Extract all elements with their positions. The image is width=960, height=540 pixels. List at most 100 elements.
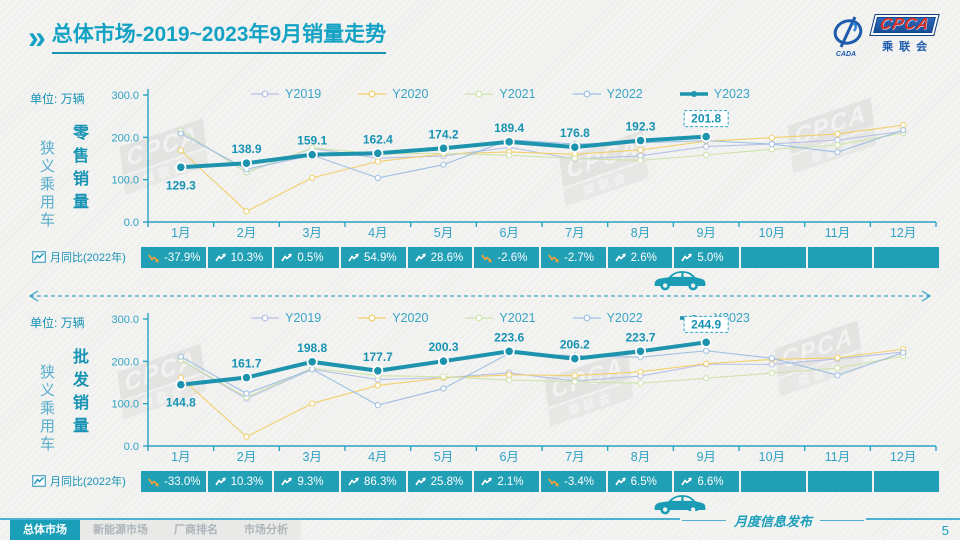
trend-up-icon — [681, 477, 693, 485]
svg-text:162.4: 162.4 — [363, 132, 393, 146]
legend-item-Y2020: Y2020 — [357, 311, 428, 325]
series-Y2020 — [177, 122, 907, 215]
yoy-value: 2.6% — [630, 251, 657, 264]
svg-text:159.1: 159.1 — [297, 134, 327, 148]
mini-chart-icon — [32, 251, 46, 263]
yoy-cell-11月 — [807, 247, 873, 268]
tab-market-analysis[interactable]: 市场分析 — [231, 520, 301, 540]
trend-up-icon — [281, 477, 293, 485]
yoy-value: 54.9% — [363, 251, 397, 264]
legend-label: Y2020 — [392, 311, 429, 325]
series-Y2019 — [177, 127, 907, 176]
tab-nev-market[interactable]: 新能源市场 — [80, 520, 161, 540]
svg-text:189.4: 189.4 — [494, 121, 524, 135]
trend-down-icon — [148, 254, 159, 262]
title-section: 总体市场 — [51, 23, 136, 46]
cpca-logo: CADA CPCA 乘联会 — [828, 14, 950, 60]
yoy-value: 5.0% — [697, 251, 724, 264]
yoy-cell-8月: 2.6% — [607, 247, 673, 268]
tab-overall-market[interactable]: 总体市场 — [10, 520, 80, 540]
wholesale-sales-chart-block: 单位: 万辆 狭义乘用车 批发销量 Y2019 Y2020 Y2021 Y2022 Y2… — [0, 308, 960, 522]
svg-text:9月: 9月 — [696, 450, 715, 464]
legend-marker-Y2023 — [679, 91, 708, 97]
legend-item-Y2022: Y2022 — [572, 311, 643, 325]
measure-label: 零售销量 — [70, 124, 87, 216]
section-tabs: 总体市场 新能源市场 厂商排名 市场分析 — [10, 520, 301, 540]
svg-text:11月: 11月 — [825, 226, 850, 240]
legend-label: Y2023 — [713, 87, 750, 101]
svg-text:8月: 8月 — [631, 450, 650, 464]
legend-marker-Y2021 — [465, 90, 494, 98]
svg-text:8月: 8月 — [631, 226, 650, 240]
yoy-value: 10.3% — [230, 251, 264, 264]
yoy-value: 2.1% — [497, 475, 524, 488]
legend-marker-Y2019 — [251, 314, 280, 322]
cpca-chinese-name: 乘联会 — [882, 41, 934, 53]
svg-text:6月: 6月 — [499, 450, 518, 464]
svg-text:244.9: 244.9 — [691, 317, 721, 331]
legend-item-Y2022: Y2022 — [572, 87, 643, 101]
svg-text:206.2: 206.2 — [560, 338, 590, 352]
yoy-cells: -33.0% 10.3% 9.3% 86.3% 25.8% 2.1% -3.4% 6.5% 6.… — [141, 471, 939, 492]
measure-label: 批发销量 — [70, 348, 87, 440]
yoy-row: 月同比(2022年) -33.0% 10.3% 9.3% 86.3% 25.8% 2.1%… — [0, 471, 960, 492]
mini-chart-icon — [32, 475, 46, 487]
svg-text:4月: 4月 — [368, 226, 387, 240]
svg-text:192.3: 192.3 — [625, 120, 655, 134]
legend-label: Y2022 — [606, 311, 643, 325]
y-axis-labels: 300.0 200.0 100.0 0.0 — [111, 314, 139, 453]
svg-text:198.8: 198.8 — [297, 341, 327, 355]
yoy-cell-1月: -37.9% — [141, 247, 206, 268]
yoy-row: 月同比(2022年) -37.9% 10.3% 0.5% 54.9% 28.6% -2.6… — [0, 247, 960, 268]
svg-text:201.8: 201.8 — [691, 112, 721, 126]
yoy-value: 6.5% — [630, 475, 657, 488]
svg-text:1月: 1月 — [171, 226, 190, 240]
svg-text:100.0: 100.0 — [111, 175, 139, 187]
yoy-cell-6月: -2.6% — [474, 247, 539, 268]
yoy-cell-8月: 6.5% — [607, 471, 673, 492]
tab-oem-ranking[interactable]: 厂商排名 — [161, 520, 231, 540]
series-Y2023 — [175, 336, 712, 391]
svg-text:3月: 3月 — [302, 226, 321, 240]
yoy-value: 9.3% — [297, 475, 324, 488]
svg-text:174.2: 174.2 — [428, 127, 458, 141]
svg-text:0.0: 0.0 — [124, 441, 139, 453]
svg-text:6月: 6月 — [499, 226, 518, 240]
yoy-cell-2月: 10.3% — [207, 247, 273, 268]
yoy-cell-3月: 9.3% — [274, 471, 339, 492]
yoy-cell-4月: 54.9% — [340, 247, 406, 268]
svg-text:300.0: 300.0 — [111, 90, 139, 102]
yoy-cell-10月 — [740, 471, 806, 492]
axes — [143, 89, 937, 227]
svg-text:177.7: 177.7 — [363, 350, 393, 364]
svg-text:10月: 10月 — [759, 450, 785, 464]
yoy-value: 86.3% — [363, 475, 397, 488]
legend-label: Y2020 — [392, 87, 429, 101]
series-Y2020 — [177, 346, 907, 440]
svg-text:2月: 2月 — [237, 450, 256, 464]
yoy-row-label: 月同比(2022年) — [32, 473, 126, 489]
legend-marker-Y2019 — [251, 90, 280, 98]
legend-label: Y2019 — [285, 311, 322, 325]
yoy-cell-10月 — [740, 247, 806, 268]
svg-text:10月: 10月 — [759, 226, 785, 240]
legend-label: Y2022 — [606, 87, 643, 101]
yoy-cell-4月: 86.3% — [340, 471, 406, 492]
unit-label: 单位: 万辆 — [30, 316, 85, 330]
yoy-cell-11月 — [807, 471, 873, 492]
x-axis-labels: 1月 2月 3月 4月 5月 6月 7月 8月 9月 10月 11月 12月 — [171, 450, 916, 464]
legend-marker-Y2020 — [358, 314, 387, 322]
svg-text:200.0: 200.0 — [111, 356, 139, 368]
cpca-emblem-icon: CADA — [828, 14, 868, 60]
trend-up-icon — [414, 477, 426, 485]
legend-item-Y2023: Y2023 — [679, 87, 750, 101]
yoy-cell-3月: 0.5% — [274, 247, 339, 268]
series-Y2023 — [175, 131, 712, 173]
svg-text:300.0: 300.0 — [111, 314, 139, 326]
retail-sales-chart-block: 单位: 万辆 狭义乘用车 零售销量 Y2019 Y2020 Y2021 Y2022 Y2… — [0, 84, 960, 298]
svg-text:176.8: 176.8 — [560, 126, 590, 140]
series-Y2021 — [177, 127, 907, 176]
series-Y2022 — [177, 127, 907, 181]
